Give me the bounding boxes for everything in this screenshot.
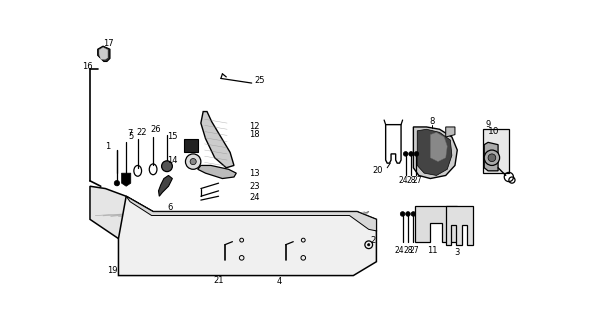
Polygon shape	[413, 127, 457, 179]
Text: 18: 18	[250, 130, 260, 139]
Text: 2: 2	[370, 236, 376, 245]
Polygon shape	[98, 46, 110, 61]
Polygon shape	[484, 142, 498, 171]
Text: 23: 23	[250, 182, 260, 191]
Circle shape	[411, 212, 416, 216]
Circle shape	[406, 212, 410, 216]
Text: 12: 12	[250, 123, 260, 132]
Text: 24: 24	[399, 176, 408, 185]
Polygon shape	[415, 206, 457, 243]
Text: 9: 9	[486, 120, 491, 129]
Polygon shape	[90, 186, 377, 239]
Polygon shape	[198, 165, 236, 179]
Circle shape	[484, 150, 500, 165]
Circle shape	[162, 161, 173, 172]
Polygon shape	[99, 48, 107, 59]
Circle shape	[404, 152, 408, 156]
Circle shape	[414, 152, 418, 156]
Circle shape	[186, 154, 201, 169]
Text: 24: 24	[250, 193, 260, 202]
Polygon shape	[184, 139, 198, 152]
Text: 21: 21	[213, 276, 224, 285]
Text: 24: 24	[395, 246, 404, 255]
Text: 19: 19	[107, 267, 118, 276]
Polygon shape	[159, 175, 173, 196]
Circle shape	[368, 244, 370, 246]
Circle shape	[114, 180, 119, 186]
Text: 13: 13	[250, 169, 260, 178]
Text: 6: 6	[167, 203, 173, 212]
Polygon shape	[201, 112, 234, 168]
Circle shape	[409, 152, 413, 156]
Text: 27: 27	[410, 246, 419, 255]
Text: 28: 28	[407, 176, 416, 185]
Polygon shape	[122, 173, 131, 186]
Text: 1: 1	[104, 142, 110, 151]
Text: 14: 14	[167, 156, 178, 164]
Text: 28: 28	[403, 246, 413, 255]
FancyBboxPatch shape	[269, 231, 327, 268]
Text: 22: 22	[137, 128, 147, 137]
Text: 10: 10	[488, 127, 500, 136]
Text: 16: 16	[82, 62, 93, 71]
Text: 5: 5	[128, 132, 134, 141]
Text: 25: 25	[255, 76, 265, 85]
Text: 3: 3	[454, 248, 460, 257]
Text: 4: 4	[276, 277, 282, 286]
Text: 17: 17	[103, 39, 113, 48]
Polygon shape	[483, 129, 509, 173]
Text: 26: 26	[150, 125, 161, 134]
Text: 7: 7	[127, 129, 133, 138]
Circle shape	[400, 212, 405, 216]
FancyBboxPatch shape	[207, 231, 264, 268]
Text: 27: 27	[413, 176, 422, 185]
Polygon shape	[118, 196, 377, 276]
Text: 11: 11	[427, 246, 437, 255]
Text: 15: 15	[167, 132, 178, 141]
Polygon shape	[126, 196, 377, 231]
Polygon shape	[446, 206, 473, 245]
Polygon shape	[430, 132, 447, 162]
Circle shape	[488, 154, 496, 162]
Polygon shape	[417, 129, 452, 175]
Circle shape	[190, 158, 196, 165]
Text: 20: 20	[372, 166, 383, 175]
Polygon shape	[446, 127, 455, 137]
Text: 8: 8	[429, 117, 435, 126]
